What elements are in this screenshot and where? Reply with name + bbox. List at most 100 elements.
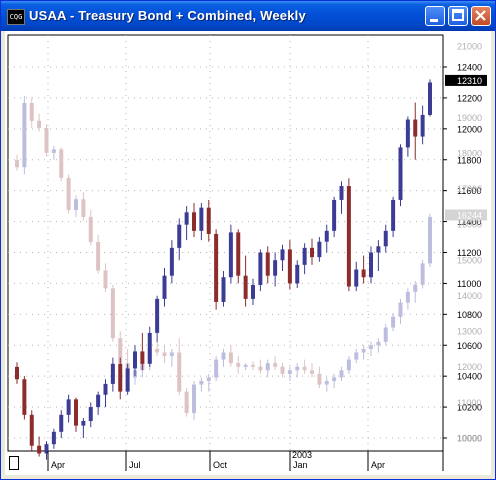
bond-candle <box>51 149 56 153</box>
usaa-candle <box>15 366 19 380</box>
usaa-candle <box>243 275 248 299</box>
bond-candle <box>103 270 108 289</box>
y-tick-label-usaa: 11200 <box>457 248 481 258</box>
bond-candle <box>155 348 160 353</box>
window-title: USAA - Treasury Bond + Combined, Weekly <box>29 8 306 23</box>
y-tick-label-bond: 14000 <box>457 291 482 301</box>
usaa-candle <box>369 252 373 278</box>
bond-candle <box>258 366 263 371</box>
usaa-candle <box>376 246 381 253</box>
usaa-candle <box>96 394 101 408</box>
usaa-candle <box>310 247 314 258</box>
x-tick-label: Apr <box>371 460 385 470</box>
x-tick-label: Oct <box>213 460 228 470</box>
bond-candle <box>221 352 226 360</box>
bond-candle <box>169 352 174 357</box>
bond-candle <box>302 366 307 371</box>
bond-candle <box>383 327 388 342</box>
bond-candle <box>81 199 86 218</box>
usaa-candle <box>214 233 219 302</box>
y-tick-label-bond: 12000 <box>457 362 482 372</box>
bond-candle <box>214 359 219 378</box>
usaa-candle <box>44 444 49 454</box>
bond-candle <box>37 120 42 128</box>
y-tick-label-bond: 16000 <box>457 220 482 230</box>
bond-candle <box>59 149 64 178</box>
usaa-candle <box>88 407 93 421</box>
bond-candle <box>265 363 270 371</box>
maximize-icon <box>452 9 464 21</box>
candlestick-chart[interactable]: 12400 12200 12000 11800 11600 11400 11200 11000… <box>5 31 491 475</box>
bond-candle <box>398 302 403 317</box>
usaa-candle <box>125 368 130 392</box>
bond-candle <box>199 380 204 385</box>
usaa-candle <box>228 232 233 278</box>
bond-candle <box>44 127 49 153</box>
y-tick-label-usaa: 11400 <box>457 217 481 227</box>
usaa-candle <box>147 332 152 364</box>
bond-candle <box>361 348 366 353</box>
minimize-button[interactable] <box>425 6 445 26</box>
y-tick-label-usaa: 10200 <box>457 403 482 413</box>
usaa-candle <box>295 264 300 284</box>
bond-candle <box>162 352 167 357</box>
usaa-candle <box>339 186 344 200</box>
y-tick-label-bond: 17000 <box>457 184 482 194</box>
usaa-candle <box>302 247 307 265</box>
usaa-candle <box>37 445 42 454</box>
maximize-button[interactable] <box>448 6 468 26</box>
usaa-candle <box>398 147 403 200</box>
usaa-candle <box>332 199 337 231</box>
usaa-candle <box>265 252 270 276</box>
usaa-candle <box>162 275 167 299</box>
x-tick-label: Apr <box>51 460 65 470</box>
usaa-candle <box>74 399 78 426</box>
y-tick-label-usaa: 11000 <box>457 279 481 289</box>
chart-app-icon[interactable]: CQG <box>7 9 25 25</box>
bond-candle <box>184 391 189 414</box>
bond-candle <box>428 217 432 264</box>
usaa-candle <box>420 114 425 137</box>
usaa-candle <box>236 232 241 276</box>
usaa-candle <box>280 249 285 261</box>
y-tick-label-usaa: 12400 <box>457 63 482 73</box>
y-tick-label-usaa: 11600 <box>457 186 481 196</box>
usaa-candle <box>251 284 255 299</box>
bond-candle <box>310 370 314 374</box>
y-tick-label-bond: 10000 <box>457 434 482 444</box>
bond-candle <box>324 380 329 385</box>
bond-candle <box>376 341 381 346</box>
usaa-candle <box>169 247 174 276</box>
bond-candle <box>317 373 322 385</box>
usaa-candle <box>103 383 108 395</box>
bond-candle <box>273 363 278 367</box>
bond-candle <box>192 384 196 414</box>
usaa-candle <box>405 119 410 148</box>
close-button[interactable] <box>471 6 491 26</box>
x-tick-label: Jan <box>293 460 308 470</box>
bond-candle <box>413 284 418 292</box>
usaa-candle <box>29 414 34 446</box>
last-price-usaa: 12310 <box>457 76 482 86</box>
bond-candle <box>280 366 285 374</box>
y-tick-label-bond: 21000 <box>457 42 482 52</box>
chart-corner-box[interactable] <box>9 456 19 470</box>
bond-candle <box>228 352 233 364</box>
usaa-candle <box>184 212 189 225</box>
usaa-candle <box>428 82 432 115</box>
usaa-candle <box>140 351 145 364</box>
usaa-candle <box>118 363 123 392</box>
last-price-bond: 16244 <box>457 210 482 220</box>
usaa-candle <box>22 379 27 415</box>
y-tick-label-bond: 15000 <box>457 255 482 265</box>
title-bar[interactable]: CQG USAA - Treasury Bond + Combined, Wee… <box>1 1 495 31</box>
usaa-candle <box>324 230 329 242</box>
y-tick-label-usaa: 10400 <box>457 372 482 382</box>
bond-candle <box>88 217 93 242</box>
chart-area[interactable]: 12400 12200 12000 11800 11600 11400 11200 11000… <box>5 31 491 475</box>
usaa-candle <box>383 230 388 247</box>
close-icon <box>475 10 486 21</box>
y-tick-label-bond: 11000 <box>457 398 481 408</box>
usaa-candle <box>110 363 115 384</box>
